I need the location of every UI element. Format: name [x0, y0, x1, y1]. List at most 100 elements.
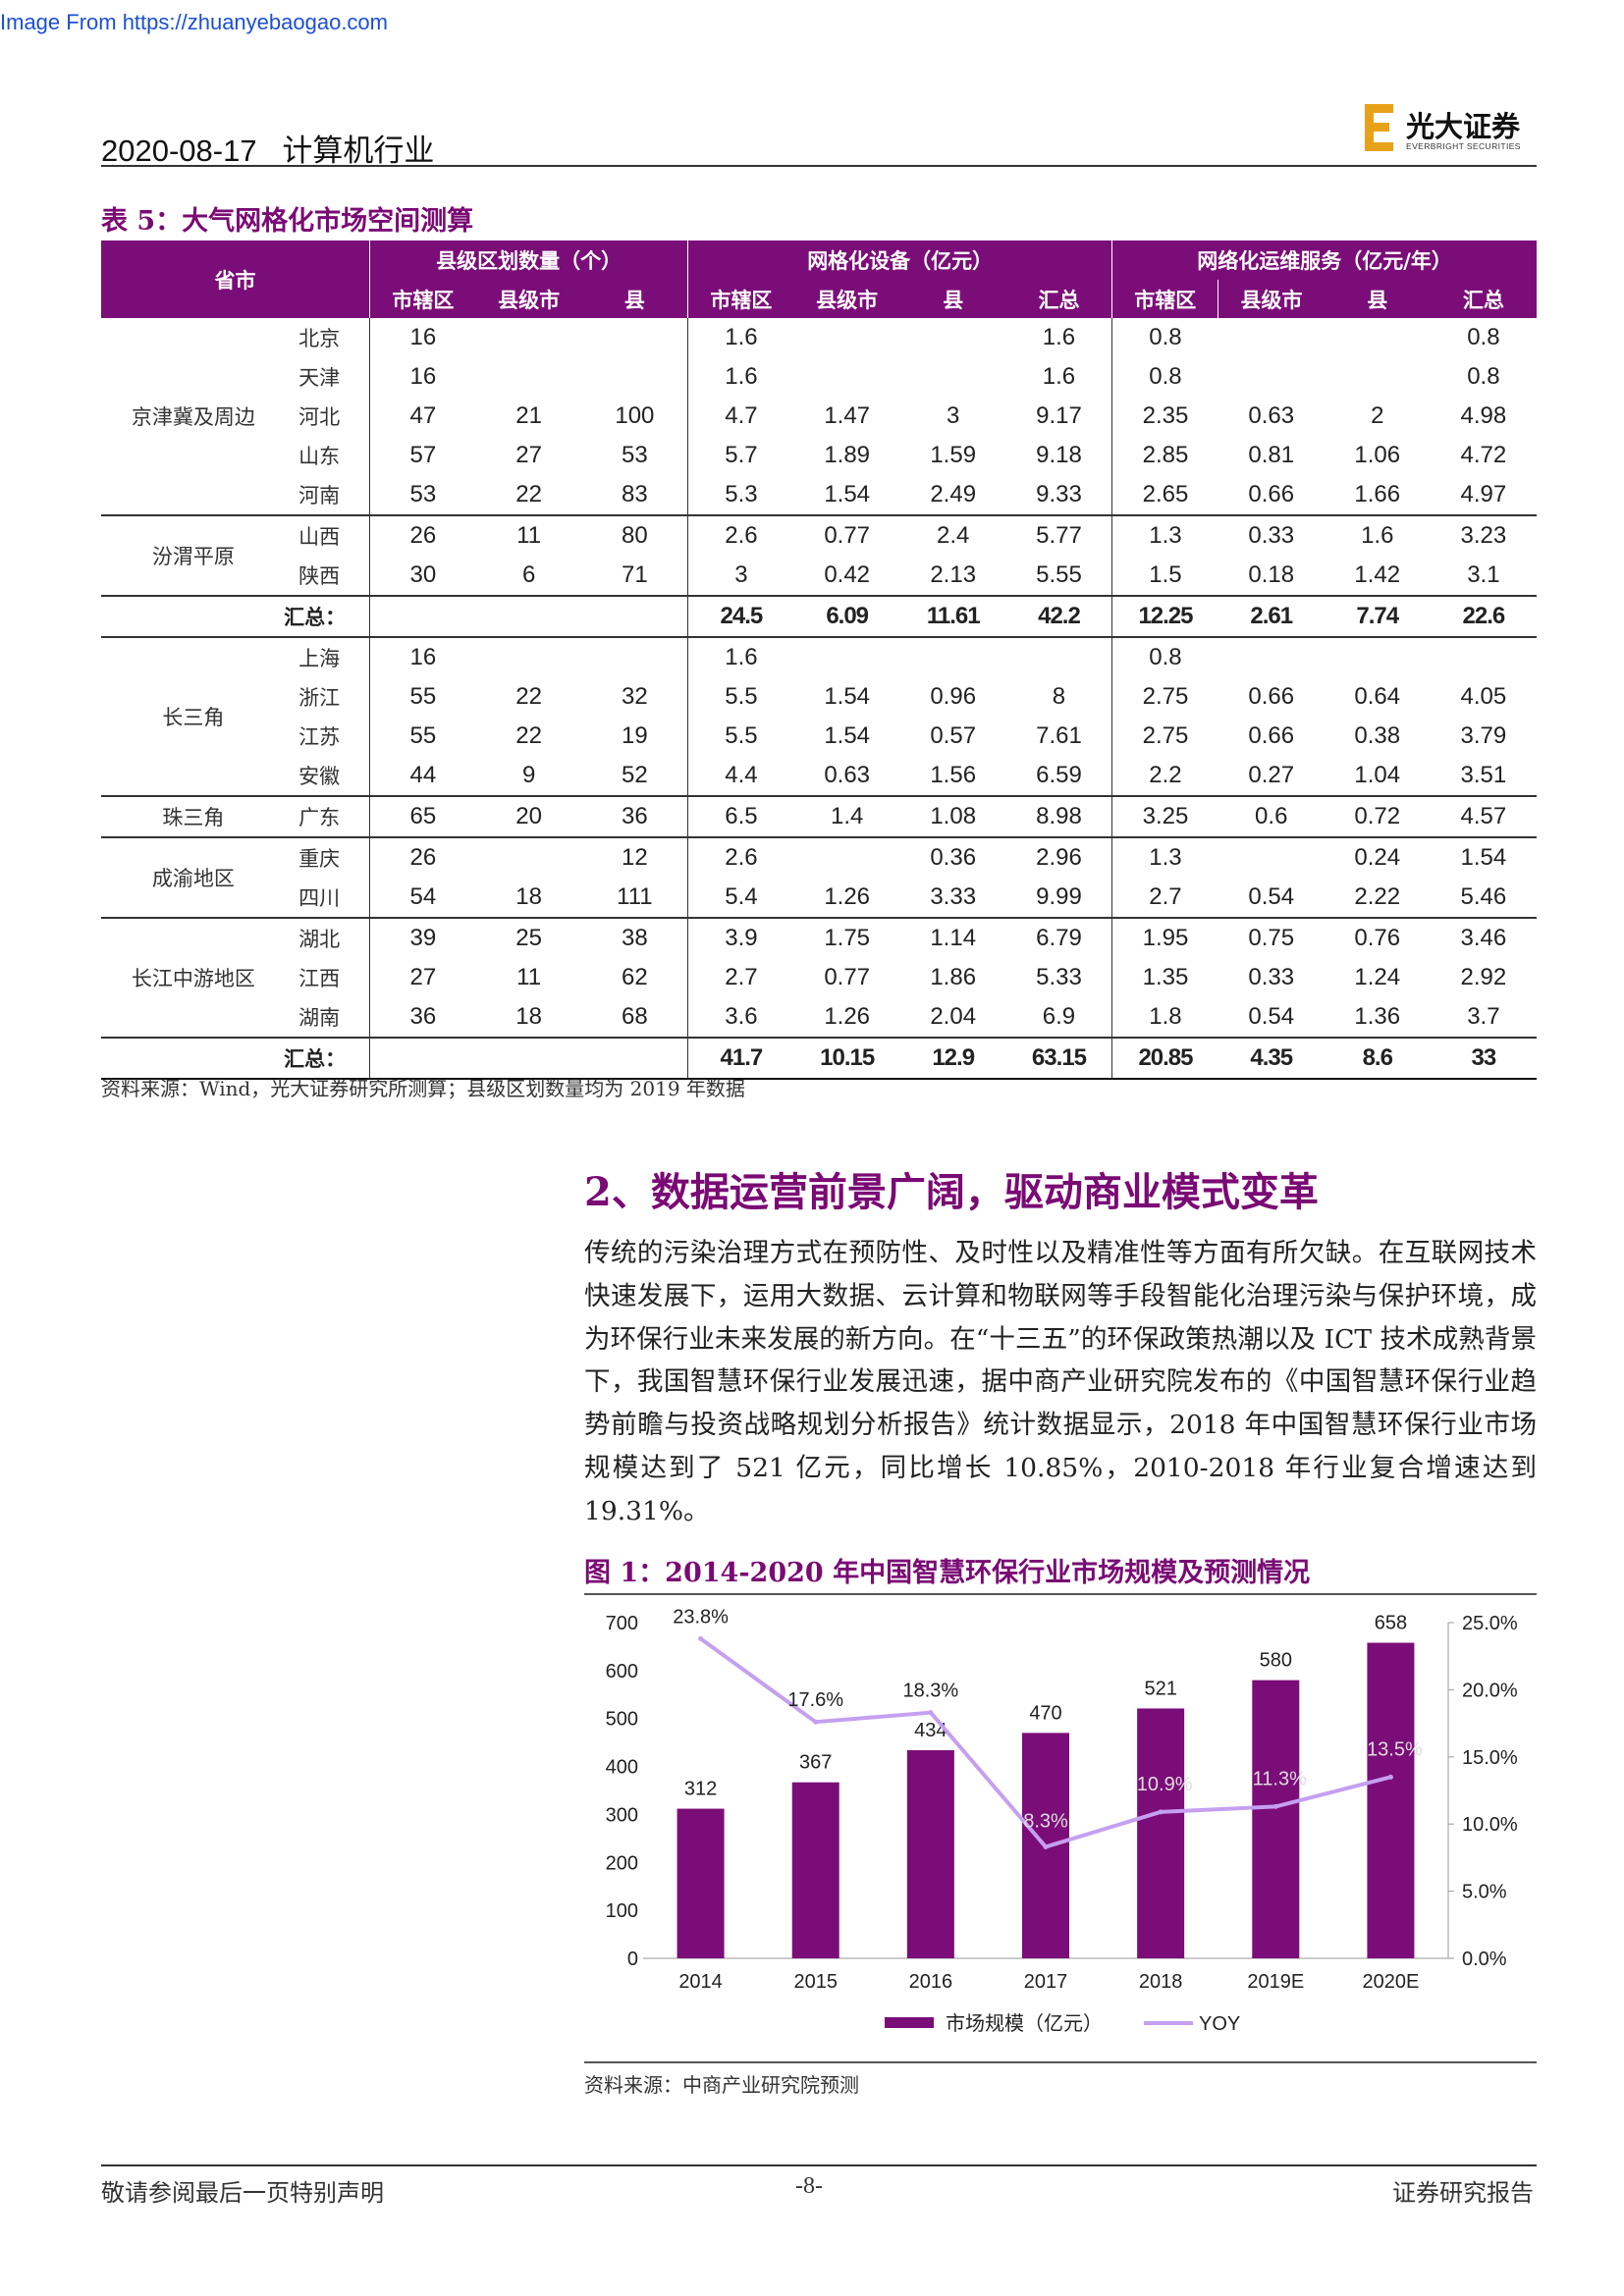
value-cell: 1.6 — [725, 644, 758, 670]
value-cell: 9.18 — [1005, 436, 1113, 475]
x-tick-label: 2017 — [1024, 1971, 1068, 1993]
value-cell: 3 — [947, 402, 960, 429]
value-cell: 0.42 — [793, 556, 900, 597]
yoy-value-label: 17.6% — [787, 1689, 843, 1711]
summary-cell: 11.61 — [899, 596, 1006, 638]
bar-value-label: 312 — [684, 1779, 717, 1800]
value-cell — [900, 357, 1006, 397]
bar — [906, 1749, 954, 1958]
province-cell: 四川 — [285, 878, 371, 919]
value-cell: 16 — [409, 644, 437, 670]
value-cell: 2.7 — [725, 964, 758, 990]
value-cell: 3.46 — [1460, 925, 1507, 951]
summary-row: 汇总： 24.5 6.09 11.61 42.2 12.25 2.61 7.74 22.6 — [101, 596, 1537, 638]
value-cell — [1325, 637, 1431, 677]
value-cell: 0.66 — [1218, 475, 1325, 516]
value-cell: 2.49 — [899, 475, 1006, 516]
value-cell: 27 — [409, 964, 437, 990]
summary-cell: 12.9 — [899, 1038, 1006, 1080]
summary-cell — [369, 1038, 476, 1080]
legend-bar-label: 市场规模（亿元） — [946, 2011, 1103, 2035]
value-cell: 3.33 — [899, 878, 1006, 919]
value-cell: 3.23 — [1460, 522, 1507, 549]
value-cell: 1.3 — [1149, 844, 1182, 871]
value-cell: 5.55 — [1005, 556, 1113, 597]
value-cell: 4.97 — [1430, 475, 1537, 516]
header-rule — [101, 165, 1537, 167]
value-cell: 22 — [515, 683, 542, 710]
yoy-point — [1272, 1803, 1278, 1809]
value-cell: 3 — [687, 556, 794, 597]
table-row: 成渝地区 重庆 26 12 2.6 0.36 2.96 1.3 0.24 1.54 — [101, 837, 1537, 919]
value-cell: 0.8 — [1149, 644, 1182, 670]
summary-cell — [369, 596, 476, 638]
table-row: 四川 54 18 111 5.4 1.26 3.33 9.99 2.7 0.54 2.22 5.46 — [101, 878, 1537, 919]
value-cell: 0.8 — [1149, 324, 1182, 350]
yoy-value-label: 10.9% — [1137, 1774, 1193, 1795]
value-cell: 80 — [581, 515, 689, 556]
table-row: 河北 47 21 100 4.7 1.47 3 9.17 2.35 0.63 2 4.98 — [101, 397, 1537, 436]
yoy-point — [1387, 1774, 1393, 1780]
value-cell: 6.5 — [687, 796, 794, 838]
summary-cell: 12.25 — [1111, 596, 1218, 638]
summary-cell: 41.7 — [687, 1038, 794, 1080]
x-tick-label: 2014 — [678, 1971, 723, 1993]
region-cell: 长三角 — [101, 637, 286, 797]
value-cell: 6.79 — [1005, 918, 1113, 958]
grid-market-table: 省市 县级区划数量（个） 网格化设备（亿元） 网络化运维服务（亿元/年） 市辖区… — [101, 240, 1537, 1080]
value-cell — [1325, 318, 1431, 357]
subheader: 市辖区 — [687, 280, 794, 318]
industry-name: 计算机行业 — [282, 133, 435, 169]
subheader: 县 — [1324, 280, 1431, 318]
summary-cell — [475, 1038, 582, 1080]
summary-cell: 7.74 — [1324, 596, 1431, 638]
value-cell: 4.57 — [1430, 796, 1537, 838]
value-cell: 5.3 — [687, 475, 794, 516]
table-row: 珠三角 广东 65 20 36 6.5 1.4 1.08 8.98 3.25 0.6 0.72 4.57 — [101, 796, 1537, 838]
summary-label: 汇总： — [101, 596, 371, 638]
summary-cell: 20.85 — [1111, 1038, 1218, 1080]
bar — [677, 1808, 725, 1958]
yoy-value-label: 18.3% — [902, 1681, 958, 1702]
figure-rule-bottom — [584, 2061, 1537, 2063]
value-cell: 0.33 — [1248, 522, 1295, 549]
value-cell: 4.72 — [1460, 442, 1507, 468]
logo-name: 光大证券 — [1406, 110, 1521, 143]
value-cell: 18 — [475, 878, 582, 919]
report-date: 2020-08-17 — [101, 133, 257, 168]
watermark: Image From https://zhuanyebaogao.com — [0, 10, 388, 34]
province-cell: 山西 — [285, 515, 371, 556]
summary-cell: 6.09 — [793, 596, 900, 638]
value-cell: 2.65 — [1111, 475, 1218, 516]
value-cell: 2 — [1371, 402, 1384, 429]
section-paragraph: 传统的污染治理方式在预防性、及时性以及精准性等方面有所欠缺。在互联网技术快速发展… — [584, 1238, 1537, 1526]
summary-cell: 2.61 — [1218, 596, 1325, 638]
value-cell — [1218, 357, 1325, 397]
bar-value-label: 521 — [1144, 1678, 1176, 1699]
value-cell: 53 — [369, 475, 476, 516]
yoy-value-label: 8.3% — [1023, 1810, 1068, 1832]
value-cell — [581, 357, 689, 397]
value-cell: 5.5 — [725, 722, 758, 749]
province-cell: 河北 — [285, 397, 371, 436]
value-cell: 1.08 — [899, 796, 1006, 838]
y2-tick-label: 25.0% — [1462, 1613, 1518, 1634]
yoy-point — [928, 1710, 934, 1716]
province-cell: 北京 — [285, 318, 371, 357]
summary-cell — [475, 596, 582, 638]
value-cell: 36 — [369, 997, 476, 1039]
header-county-count: 县级区划数量（个） — [369, 240, 689, 280]
value-cell: 0.38 — [1354, 722, 1401, 749]
table-row: 汾渭平原 山西 26 11 80 2.6 0.77 2.4 5.77 1.3 0.33 1.6 3.23 — [101, 515, 1537, 597]
table-row: 浙江 55 22 32 5.5 1.54 0.96 8 2.75 0.66 0.64 4.05 — [101, 677, 1537, 717]
province-cell: 湖北 — [285, 918, 371, 958]
value-cell: 1.26 — [793, 997, 900, 1039]
value-cell: 0.8 — [1467, 324, 1500, 350]
value-cell: 1.54 — [793, 475, 900, 516]
value-cell: 0.76 — [1354, 925, 1401, 951]
value-cell: 68 — [581, 997, 689, 1039]
value-cell: 9.33 — [1005, 475, 1113, 516]
value-cell: 2.2 — [1111, 756, 1218, 797]
value-cell: 1.95 — [1142, 925, 1189, 951]
province-cell: 天津 — [285, 357, 371, 397]
